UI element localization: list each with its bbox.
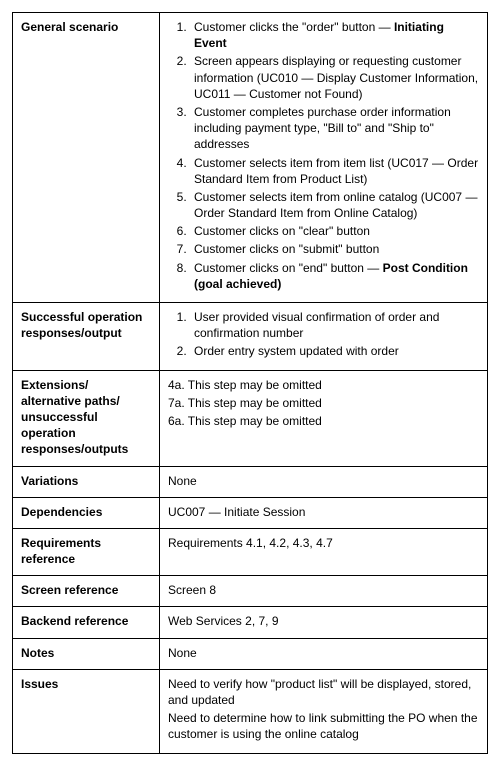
line-item: 4a. This step may be omitted bbox=[168, 377, 479, 393]
row-label: Notes bbox=[13, 638, 160, 669]
list-item: User provided visual confirmation of ord… bbox=[190, 309, 479, 341]
list-item-text: Customer clicks on "end" button — bbox=[194, 261, 383, 275]
table-row: Requirements reference Requirements 4.1, … bbox=[13, 528, 488, 575]
row-value: Customer clicks the "order" button — Ini… bbox=[160, 13, 488, 303]
ordered-list: User provided visual confirmation of ord… bbox=[168, 309, 479, 360]
row-label: Requirements reference bbox=[13, 528, 160, 575]
list-item-text: Customer clicks the "order" button — bbox=[194, 20, 394, 34]
line-item: Need to determine how to link submitting… bbox=[168, 710, 479, 742]
row-label: Backend reference bbox=[13, 607, 160, 638]
line-item: 7a. This step may be omitted bbox=[168, 395, 479, 411]
plain-text: Web Services 2, 7, 9 bbox=[168, 614, 279, 628]
row-label: Extensions/ alternative paths/ unsuccess… bbox=[13, 370, 160, 466]
line-item: 6a. This step may be omitted bbox=[168, 413, 479, 429]
list-item-text: Customer clicks on "submit" button bbox=[194, 242, 379, 256]
use-case-table: General scenario Customer clicks the "ord… bbox=[12, 12, 488, 754]
ordered-list: Customer clicks the "order" button — Ini… bbox=[168, 19, 479, 292]
row-label: Issues bbox=[13, 669, 160, 753]
row-label: Screen reference bbox=[13, 576, 160, 607]
table-row: Extensions/ alternative paths/ unsuccess… bbox=[13, 370, 488, 466]
line-list: 4a. This step may be omitted 7a. This ste… bbox=[168, 377, 479, 430]
row-label: Variations bbox=[13, 466, 160, 497]
table-row: Backend reference Web Services 2, 7, 9 bbox=[13, 607, 488, 638]
row-label: General scenario bbox=[13, 13, 160, 303]
row-value: Web Services 2, 7, 9 bbox=[160, 607, 488, 638]
list-item-text: Order entry system updated with order bbox=[194, 344, 399, 358]
table-row: Notes None bbox=[13, 638, 488, 669]
list-item: Order entry system updated with order bbox=[190, 343, 479, 359]
plain-text: UC007 — Initiate Session bbox=[168, 505, 305, 519]
list-item: Customer clicks on "clear" button bbox=[190, 223, 479, 239]
plain-text: None bbox=[168, 646, 197, 660]
row-value: Requirements 4.1, 4.2, 4.3, 4.7 bbox=[160, 528, 488, 575]
table-row: Dependencies UC007 — Initiate Session bbox=[13, 497, 488, 528]
list-item: Customer clicks on "end" button — Post C… bbox=[190, 260, 479, 292]
line-list: Need to verify how "product list" will b… bbox=[168, 676, 479, 743]
row-value: Screen 8 bbox=[160, 576, 488, 607]
row-value: UC007 — Initiate Session bbox=[160, 497, 488, 528]
list-item: Customer clicks the "order" button — Ini… bbox=[190, 19, 479, 51]
list-item-text: Customer completes purchase order inform… bbox=[194, 105, 451, 151]
list-item-text: Screen appears displaying or requesting … bbox=[194, 54, 478, 100]
plain-text: None bbox=[168, 474, 197, 488]
list-item-text: Customer selects item from item list (UC… bbox=[194, 156, 478, 186]
row-value: None bbox=[160, 638, 488, 669]
row-value: Need to verify how "product list" will b… bbox=[160, 669, 488, 753]
list-item: Customer selects item from item list (UC… bbox=[190, 155, 479, 187]
row-label: Dependencies bbox=[13, 497, 160, 528]
table-row: Successful operation responses/output Use… bbox=[13, 303, 488, 371]
row-value: None bbox=[160, 466, 488, 497]
table-row: Screen reference Screen 8 bbox=[13, 576, 488, 607]
list-item-text: User provided visual confirmation of ord… bbox=[194, 310, 439, 340]
plain-text: Screen 8 bbox=[168, 583, 216, 597]
row-value: 4a. This step may be omitted 7a. This ste… bbox=[160, 370, 488, 466]
table-row: IssuesNeed to verify how "product list" … bbox=[13, 669, 488, 753]
row-label: Successful operation responses/output bbox=[13, 303, 160, 371]
line-item: Need to verify how "product list" will b… bbox=[168, 676, 479, 708]
plain-text: Requirements 4.1, 4.2, 4.3, 4.7 bbox=[168, 536, 333, 550]
list-item: Customer completes purchase order inform… bbox=[190, 104, 479, 153]
table-row: General scenario Customer clicks the "ord… bbox=[13, 13, 488, 303]
row-value: User provided visual confirmation of ord… bbox=[160, 303, 488, 371]
list-item: Screen appears displaying or requesting … bbox=[190, 53, 479, 102]
list-item: Customer clicks on "submit" button bbox=[190, 241, 479, 257]
table-row: Variations None bbox=[13, 466, 488, 497]
list-item: Customer selects item from online catalo… bbox=[190, 189, 479, 221]
list-item-text: Customer clicks on "clear" button bbox=[194, 224, 370, 238]
list-item-text: Customer selects item from online catalo… bbox=[194, 190, 477, 220]
